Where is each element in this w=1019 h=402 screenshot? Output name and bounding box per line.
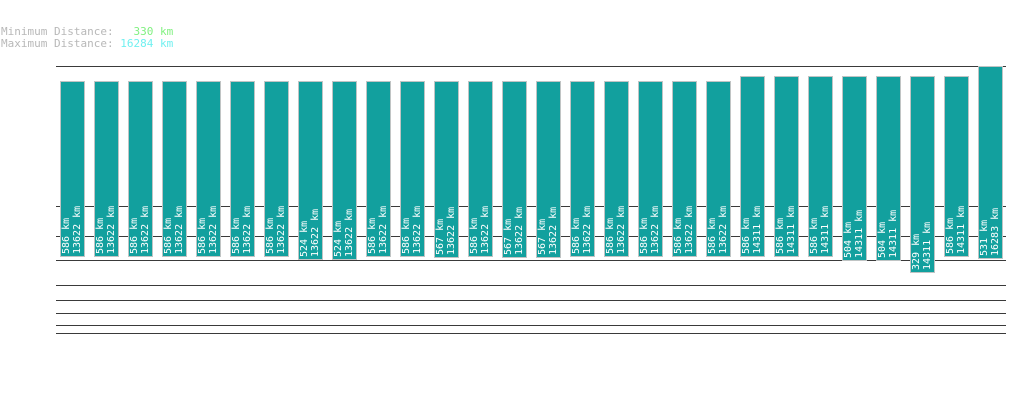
- bar: 586 km 13622 km: [128, 81, 153, 257]
- bar-min-label: 586 km: [945, 217, 956, 254]
- bar-min-label: 586 km: [639, 217, 650, 254]
- bar-min-label: 567 km: [503, 218, 514, 255]
- gridline: [56, 236, 1006, 237]
- bar-max-label: 14311 km: [956, 205, 967, 254]
- bar-min-label: 504 km: [843, 221, 854, 258]
- bar-max-label: 13622 km: [718, 205, 729, 254]
- bar-min-label: 586 km: [469, 217, 480, 254]
- gridline: [56, 66, 1006, 67]
- bar-min-label: 524 km: [333, 220, 344, 257]
- bar-max-label: 13622 km: [174, 205, 185, 254]
- bar-min-label: 524 km: [299, 220, 310, 257]
- minimum-distance-value: 330 km: [113, 25, 174, 38]
- bar-min-label: 586 km: [571, 217, 582, 254]
- bar-min-label: 531 km: [979, 219, 990, 256]
- bar-min-label: 567 km: [537, 218, 548, 255]
- bar: 329 km 14311 km: [910, 76, 935, 273]
- bar-max-label: 13622 km: [276, 205, 287, 254]
- bar: 586 km 14311 km: [740, 76, 765, 257]
- bar: 586 km 13622 km: [230, 81, 255, 257]
- bar-min-label: 586 km: [265, 217, 276, 254]
- bar-max-label: 13622 km: [650, 205, 661, 254]
- bar: 504 km 14311 km: [876, 76, 901, 261]
- bar-max-label: 13622 km: [208, 205, 219, 254]
- bar: 586 km 13622 km: [94, 81, 119, 257]
- bar-min-label: 586 km: [605, 217, 616, 254]
- bar-max-label: 13622 km: [548, 206, 559, 255]
- bar-max-label: 13622 km: [106, 205, 117, 254]
- bar: 504 km 14311 km: [842, 76, 867, 261]
- bar: 586 km 13622 km: [366, 81, 391, 257]
- bar: 586 km 14311 km: [944, 76, 969, 257]
- gridline: [56, 333, 1006, 334]
- maximum-distance-stat: Maximum Distance: 16284 km: [1, 38, 173, 49]
- bar: 586 km 14311 km: [774, 76, 799, 257]
- bar-max-label: 16283 km: [990, 207, 1001, 256]
- bar: 586 km 13622 km: [638, 81, 663, 257]
- gridline: [56, 313, 1006, 314]
- bar-min-label: 329 km: [911, 233, 922, 270]
- bar: 586 km 13622 km: [604, 81, 629, 257]
- gridline: [56, 325, 1006, 326]
- bar-max-label: 13622 km: [684, 205, 695, 254]
- bar-min-label: 586 km: [367, 217, 378, 254]
- bar: 586 km 13622 km: [672, 81, 697, 257]
- bar-min-label: 586 km: [129, 217, 140, 254]
- bar-min-label: 586 km: [163, 217, 174, 254]
- bar: 586 km 13622 km: [196, 81, 221, 257]
- bar: 586 km 13622 km: [570, 81, 595, 257]
- bar-max-label: 13622 km: [480, 205, 491, 254]
- bar-min-label: 567 km: [435, 218, 446, 255]
- bar: 524 km 13622 km: [332, 81, 357, 260]
- maximum-distance-value: 16284 km: [113, 37, 174, 50]
- gridline: [56, 260, 1006, 261]
- gridline: [56, 206, 1006, 207]
- gridline: [56, 300, 1006, 301]
- bar: 567 km 13622 km: [502, 81, 527, 258]
- bar-max-label: 13622 km: [412, 205, 423, 254]
- gridline: [56, 285, 1006, 286]
- bar-max-label: 14311 km: [786, 205, 797, 254]
- bar-min-label: 586 km: [673, 217, 684, 254]
- bar: 586 km 13622 km: [60, 81, 85, 257]
- bar-min-label: 586 km: [197, 217, 208, 254]
- bar-max-label: 13622 km: [378, 205, 389, 254]
- bar-max-label: 13622 km: [72, 205, 83, 254]
- bar-min-label: 504 km: [877, 221, 888, 258]
- bar-max-label: 14311 km: [854, 209, 865, 258]
- bar-max-label: 13622 km: [616, 205, 627, 254]
- bar-min-label: 586 km: [775, 217, 786, 254]
- bar-min-label: 586 km: [95, 217, 106, 254]
- bar: 586 km 13622 km: [400, 81, 425, 257]
- minimum-distance-stat: Minimum Distance: 330 km: [1, 26, 173, 37]
- bar: 531 km 16283 km: [978, 66, 1003, 259]
- bar-max-label: 13622 km: [242, 205, 253, 254]
- bar-max-label: 13622 km: [344, 208, 355, 257]
- bar-min-label: 586 km: [231, 217, 242, 254]
- bar: 586 km 14311 km: [808, 76, 833, 257]
- bar-max-label: 14311 km: [922, 221, 933, 270]
- bar-max-label: 14311 km: [820, 205, 831, 254]
- bar: 567 km 13622 km: [536, 81, 561, 258]
- bar-min-label: 586 km: [401, 217, 412, 254]
- bar-min-label: 586 km: [809, 217, 820, 254]
- bar-min-label: 586 km: [707, 217, 718, 254]
- bar: 586 km 13622 km: [468, 81, 493, 257]
- minimum-distance-label: Minimum Distance:: [1, 25, 114, 38]
- bar: 586 km 13622 km: [162, 81, 187, 257]
- bar: 586 km 13622 km: [706, 81, 731, 257]
- bar-max-label: 13622 km: [582, 205, 593, 254]
- bar-max-label: 14311 km: [752, 205, 763, 254]
- bar-max-label: 13622 km: [310, 208, 321, 257]
- bar: 586 km 13622 km: [264, 81, 289, 257]
- bar-min-label: 586 km: [61, 217, 72, 254]
- bar-max-label: 13622 km: [140, 205, 151, 254]
- bar-min-label: 586 km: [741, 217, 752, 254]
- bar-max-label: 14311 km: [888, 209, 899, 258]
- bar: 567 km 13622 km: [434, 81, 459, 258]
- maximum-distance-label: Maximum Distance:: [1, 37, 114, 50]
- bar-max-label: 13622 km: [446, 206, 457, 255]
- bar-max-label: 13622 km: [514, 206, 525, 255]
- bar: 524 km 13622 km: [298, 81, 323, 260]
